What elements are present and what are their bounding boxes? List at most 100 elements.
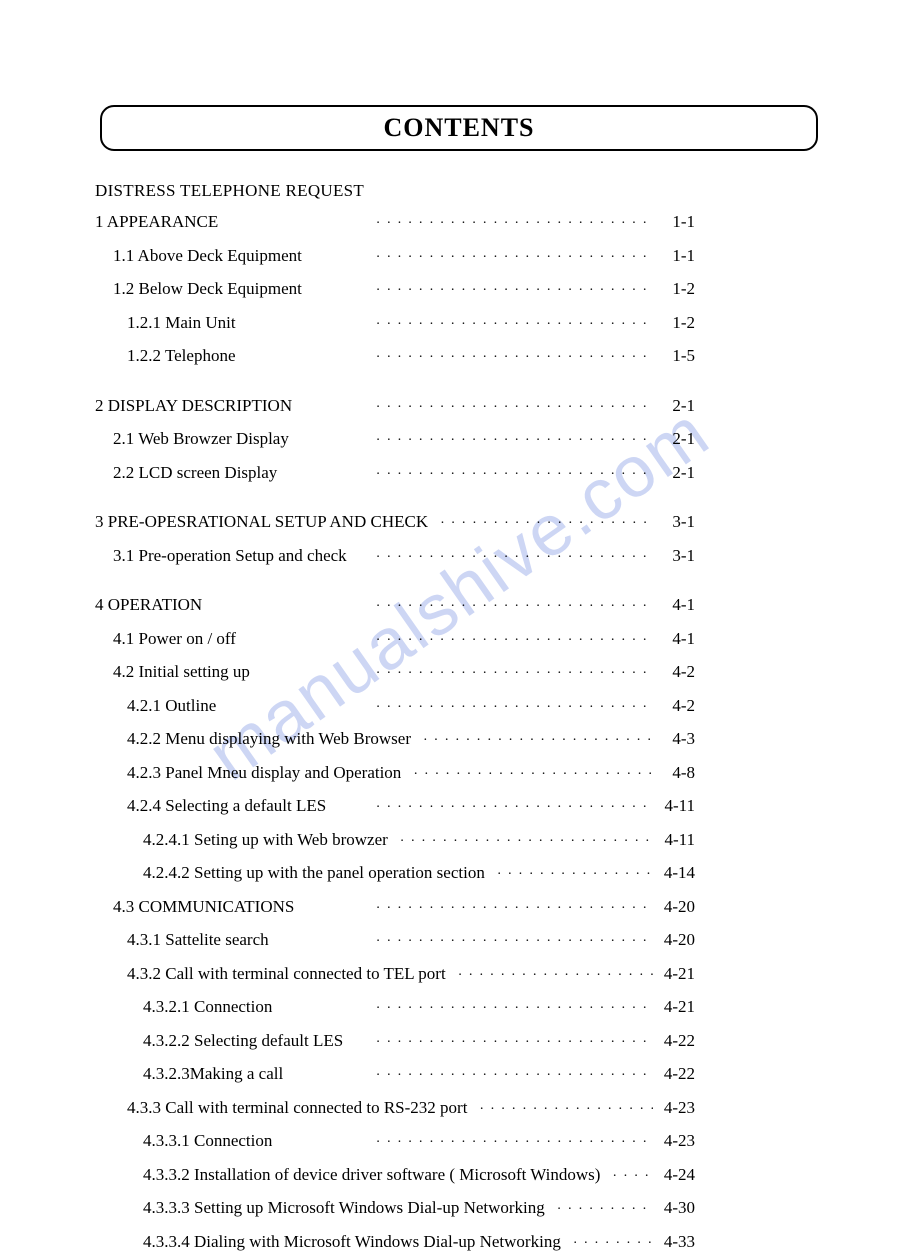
toc-entry-label: 4.3.2.2 Selecting default LES	[143, 1028, 355, 1054]
toc-container: DISTRESS TELEPHONE REQUEST 1 APPEARANCE·…	[95, 181, 695, 1254]
toc-page-number: 1-2	[653, 310, 695, 336]
toc-page-number: 2-1	[653, 393, 695, 419]
toc-page-number: 4-1	[653, 626, 695, 652]
toc-page-number: 4-22	[653, 1061, 695, 1087]
toc-page-number: 4-24	[653, 1162, 695, 1188]
section-gap	[95, 493, 695, 509]
toc-dots: ··························	[314, 247, 653, 268]
toc-dots: ··························	[359, 547, 653, 568]
toc-dots: ··························	[301, 430, 653, 451]
toc-page-number: 4-20	[653, 927, 695, 953]
toc-entry-label: 4.3.3.4 Dialing with Microsoft Windows D…	[143, 1229, 573, 1254]
toc-entry-label: 1.1 Above Deck Equipment	[113, 243, 314, 269]
toc-entry-label: 1.2 Below Deck Equipment	[113, 276, 314, 302]
toc-page-number: 1-1	[653, 243, 695, 269]
toc-entry: 4 OPERATION··························4-1	[95, 592, 695, 618]
toc-entry-label: 4.2.4.2 Setting up with the panel operat…	[143, 860, 497, 886]
toc-dots: ··························	[284, 1132, 653, 1153]
toc-entry: 4.3.2.1 Connection······················…	[95, 994, 695, 1020]
toc-page-number: 4-1	[653, 592, 695, 618]
toc-entry: 4.3.3.1 Connection······················…	[95, 1128, 695, 1154]
toc-page-number: 4-23	[653, 1128, 695, 1154]
section-header: DISTRESS TELEPHONE REQUEST	[95, 181, 695, 201]
toc-dots: ··························	[306, 898, 653, 919]
toc-dots: ··························	[248, 314, 653, 335]
toc-entry-label: 4.3.2 Call with terminal connected to TE…	[127, 961, 458, 987]
toc-dots: ··························	[573, 1233, 653, 1254]
toc-entry-label: 3.1 Pre-operation Setup and check	[113, 543, 359, 569]
toc-page-number: 2-1	[653, 426, 695, 452]
toc-entry: 4.3.2.2 Selecting default LES···········…	[95, 1028, 695, 1054]
toc-entry: 4.3.3.2 Installation of device driver so…	[95, 1162, 695, 1188]
toc-dots: ··························	[228, 697, 653, 718]
toc-dots: ··························	[248, 630, 653, 651]
toc-page-number: 1-1	[653, 209, 695, 235]
toc-entry: 4.3.3.4 Dialing with Microsoft Windows D…	[95, 1229, 695, 1254]
toc-entry-label: 4.2.1 Outline	[127, 693, 228, 719]
toc-entry-label: 4.1 Power on / off	[113, 626, 248, 652]
section-gap	[95, 377, 695, 393]
toc-entry: 4.2 Initial setting up··················…	[95, 659, 695, 685]
toc-page-number: 4-14	[653, 860, 695, 886]
toc-page-number: 3-1	[653, 509, 695, 535]
toc-dots: ··························	[295, 1065, 653, 1086]
toc-page-number: 4-8	[653, 760, 695, 786]
toc-entry: 1 APPEARANCE··························1-…	[95, 209, 695, 235]
toc-entry-label: 1.2.1 Main Unit	[127, 310, 248, 336]
toc-page-number: 4-33	[653, 1229, 695, 1254]
toc-page-number: 4-2	[653, 693, 695, 719]
toc-entry-label: 3 PRE-OPESRATIONAL SETUP AND CHECK	[95, 509, 440, 535]
page-content: CONTENTS DISTRESS TELEPHONE REQUEST 1 AP…	[95, 105, 823, 1254]
toc-entry-label: 4.2.4.1 Seting up with Web browzer	[143, 827, 400, 853]
toc-dots: ··························	[423, 730, 653, 751]
toc-entry-label: 4.3.2.3Making a call	[143, 1061, 295, 1087]
toc-dots: ··························	[400, 831, 653, 852]
toc-entry: 1.2.2 Telephone·························…	[95, 343, 695, 369]
toc-entry-label: 4.2 Initial setting up	[113, 659, 262, 685]
section-gap	[95, 576, 695, 592]
toc-dots: ··························	[557, 1199, 653, 1220]
toc-page-number: 4-21	[653, 961, 695, 987]
toc-dots: ··························	[338, 797, 653, 818]
toc-entry-label: 4.2.2 Menu displaying with Web Browser	[127, 726, 423, 752]
toc-dots: ··························	[262, 663, 653, 684]
toc-entry-label: 4.3.3.1 Connection	[143, 1128, 284, 1154]
toc-entry: 3 PRE-OPESRATIONAL SETUP AND CHECK······…	[95, 509, 695, 535]
toc-entry-label: 2.2 LCD screen Display	[113, 460, 289, 486]
toc-dots: ··························	[314, 280, 653, 301]
toc-entry-label: 2.1 Web Browzer Display	[113, 426, 301, 452]
toc-entry-label: 4.3.3.3 Setting up Microsoft Windows Dia…	[143, 1195, 557, 1221]
toc-entry: 4.3.3.3 Setting up Microsoft Windows Dia…	[95, 1195, 695, 1221]
toc-page-number: 4-11	[653, 827, 695, 853]
toc-entry: 4.3.2 Call with terminal connected to TE…	[95, 961, 695, 987]
toc-dots: ··························	[230, 213, 653, 234]
toc-entry: 1.2 Below Deck Equipment················…	[95, 276, 695, 302]
toc-entry: 4.2.4 Selecting a default LES···········…	[95, 793, 695, 819]
toc-entry: 4.2.1 Outline··························4…	[95, 693, 695, 719]
toc-entry: 2.2 LCD screen Display··················…	[95, 460, 695, 486]
toc-dots: ··························	[497, 864, 653, 885]
toc-entry-label: 4.3 COMMUNICATIONS	[113, 894, 306, 920]
toc-dots: ··························	[248, 347, 654, 368]
toc-entry: 2.1 Web Browzer Display·················…	[95, 426, 695, 452]
toc-entry: 4.2.4.2 Setting up with the panel operat…	[95, 860, 695, 886]
toc-entry-label: 4.3.3.2 Installation of device driver so…	[143, 1162, 612, 1188]
toc-entry-label: 4 OPERATION	[95, 592, 214, 618]
toc-entry: 1.1 Above Deck Equipment················…	[95, 243, 695, 269]
toc-entry-label: 4.3.1 Sattelite search	[127, 927, 281, 953]
title-box: CONTENTS	[100, 105, 818, 151]
toc-entry: 4.2.4.1 Seting up with Web browzer······…	[95, 827, 695, 853]
toc-page-number: 4-23	[653, 1095, 695, 1121]
toc-entry-label: 4.2.4 Selecting a default LES	[127, 793, 338, 819]
toc-entry: 3.1 Pre-operation Setup and check·······…	[95, 543, 695, 569]
toc-page-number: 4-21	[653, 994, 695, 1020]
toc-dots: ··························	[440, 513, 653, 534]
toc-page-number: 4-11	[653, 793, 695, 819]
toc-page-number: 2-1	[653, 460, 695, 486]
toc-dots: ··························	[355, 1032, 653, 1053]
toc-entry: 4.3.2.3Making a call····················…	[95, 1061, 695, 1087]
toc-page-number: 3-1	[653, 543, 695, 569]
toc-entry-label: 1.2.2 Telephone	[127, 343, 248, 369]
toc-entry-label: 2 DISPLAY DESCRIPTION	[95, 393, 304, 419]
toc-entry: 4.1 Power on / off······················…	[95, 626, 695, 652]
